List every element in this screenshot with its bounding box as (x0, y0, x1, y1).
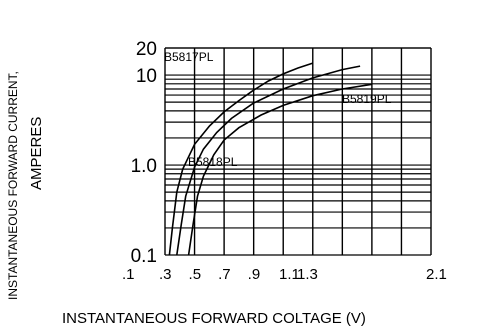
series-line-b5817pl (168, 62, 314, 256)
tick-labels: 0.1 1.0 10 20 .1 .3 .5 .7 .9 1.11.3 2.1 (122, 39, 447, 283)
y-tick-label-2: 10 (136, 66, 157, 87)
x-tick-label-2: .5 (189, 266, 202, 283)
y-tick-label-1: 1.0 (131, 156, 157, 177)
y-tick-label-3: 20 (136, 39, 157, 60)
y-axis-label-line1: INSTANTANEOUS FORWARD CURRENT, (6, 71, 20, 300)
x-tick-label-4: .9 (248, 266, 261, 283)
x-tick-label-5: 1.1 (279, 266, 300, 283)
series-line-b5818pl (176, 65, 361, 256)
x-tick-label-6: 1.3 (297, 266, 318, 283)
series-line-b5819pl (187, 83, 373, 256)
x-tick-label-7: 2.1 (426, 266, 447, 283)
series-group (168, 62, 373, 256)
x-tick-label-3: .7 (218, 266, 231, 283)
series-label-b5817pl: B5817PL (164, 50, 214, 64)
grid (164, 47, 432, 256)
x-tick-label-1: .3 (159, 266, 172, 283)
x-tick-label-0: .1 (122, 266, 135, 283)
y-tick-label-0: 0.1 (131, 246, 157, 267)
x-axis-label: INSTANTANEOUS FORWARD COLTAGE (V) (62, 310, 366, 327)
series-label-b5818pl: B5818PL (188, 155, 238, 169)
series-label-b5819pl: B5819PL (342, 92, 392, 106)
y-axis-label-line2: AMPERES (28, 117, 45, 190)
